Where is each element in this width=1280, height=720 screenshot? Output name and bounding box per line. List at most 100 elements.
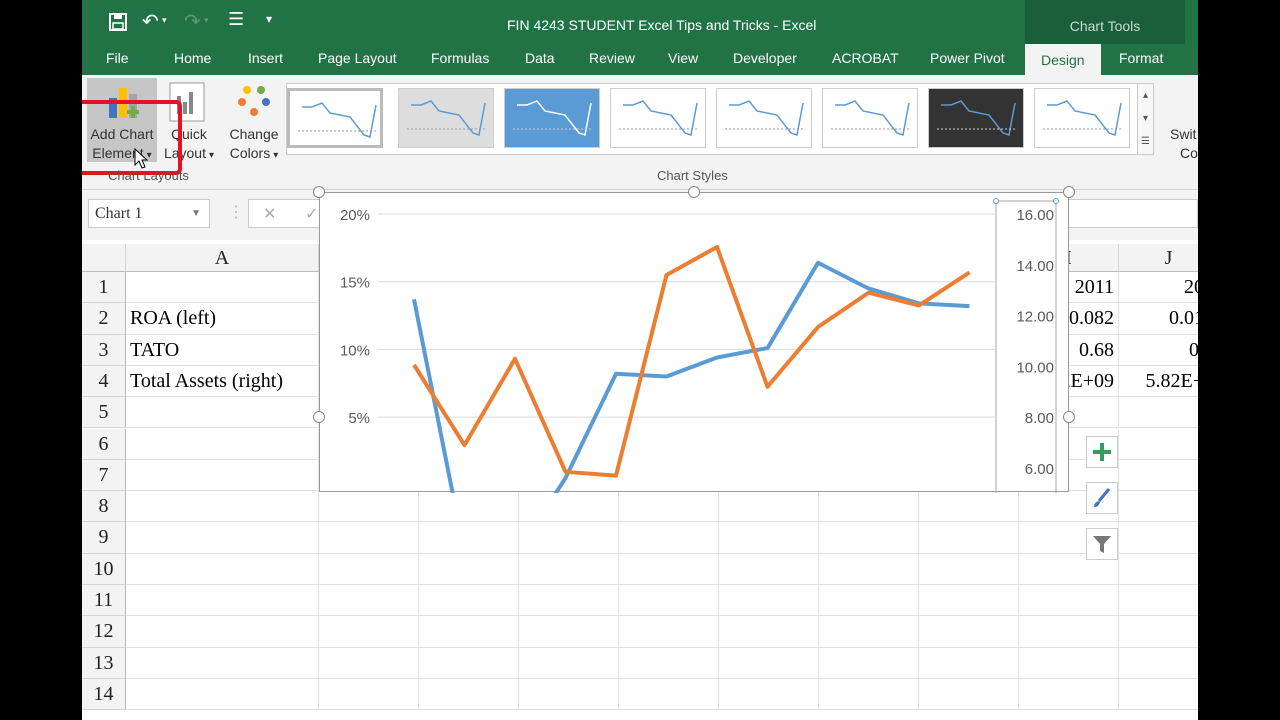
chevron-down-icon[interactable]: ▼	[191, 208, 201, 219]
cell-c12[interactable]	[419, 616, 519, 648]
cell-h13[interactable]	[919, 647, 1019, 679]
cell-a14[interactable]	[126, 678, 319, 711]
right-axis-selection[interactable]	[995, 200, 1057, 493]
row-header-3[interactable]: 3	[82, 334, 126, 366]
cell-f10[interactable]	[719, 553, 819, 585]
cell-a12[interactable]	[126, 616, 319, 648]
cell-g11[interactable]	[819, 585, 919, 617]
switch-row-column-button[interactable]: Swit Co	[1170, 125, 1198, 163]
cell-b13[interactable]	[319, 647, 419, 679]
cell-a4[interactable]: Total Assets (right)	[126, 365, 319, 398]
cell-e12[interactable]	[619, 616, 719, 648]
cell-h10[interactable]	[919, 553, 1019, 585]
cell-f9[interactable]	[719, 522, 819, 554]
tab-data[interactable]: Data	[525, 50, 555, 66]
resize-handle[interactable]	[313, 411, 325, 423]
gallery-up-icon[interactable]: ▴	[1142, 90, 1149, 101]
cell-g13[interactable]	[819, 647, 919, 679]
cell-a9[interactable]	[126, 522, 319, 554]
gallery-down-icon[interactable]: ▾	[1142, 113, 1149, 124]
gallery-more-icon[interactable]: ☰	[1141, 136, 1150, 147]
cell-a10[interactable]	[126, 553, 319, 585]
cell-f11[interactable]	[719, 585, 819, 617]
cell-a7[interactable]	[126, 459, 319, 492]
cell-f8[interactable]	[719, 491, 819, 523]
resize-handle[interactable]	[1063, 411, 1075, 423]
cell-j12[interactable]	[1119, 616, 1198, 648]
cell-c8[interactable]	[419, 491, 519, 523]
chart-styles-brush-button[interactable]	[1086, 482, 1118, 514]
redo-icon[interactable]: ↷	[184, 9, 201, 33]
cell-a11[interactable]	[126, 585, 319, 617]
resize-handle[interactable]	[688, 186, 700, 198]
cell-f12[interactable]	[719, 616, 819, 648]
undo-dropdown-icon[interactable]: ▾	[162, 16, 167, 26]
chart-style-thumbnail[interactable]	[610, 88, 706, 148]
row-header-8[interactable]: 8	[82, 491, 126, 523]
tab-file[interactable]: File	[106, 50, 129, 66]
cell-a6[interactable]	[126, 428, 319, 460]
tab-insert[interactable]: Insert	[248, 50, 284, 66]
tab-formulas[interactable]: Formulas	[431, 50, 490, 66]
cell-i5[interactable]	[1019, 397, 1119, 429]
cell-h8[interactable]	[919, 491, 1019, 523]
cell-d14[interactable]	[519, 678, 619, 711]
cell-e13[interactable]	[619, 647, 719, 679]
name-box[interactable]: Chart 1 ▼	[88, 199, 210, 228]
cell-j1[interactable]: 201	[1119, 272, 1198, 304]
cell-j6[interactable]	[1119, 429, 1198, 460]
row-header-7[interactable]: 7	[82, 459, 126, 492]
cell-j9[interactable]	[1119, 522, 1198, 554]
tab-page-layout[interactable]: Page Layout	[318, 50, 397, 66]
cell-j11[interactable]	[1119, 585, 1198, 617]
cell-d9[interactable]	[519, 522, 619, 554]
cell-e11[interactable]	[619, 585, 719, 617]
select-all-corner[interactable]	[82, 244, 126, 272]
cell-i3[interactable]: 0.68	[1019, 334, 1119, 366]
cell-c9[interactable]	[419, 522, 519, 554]
cell-j5[interactable]	[1119, 397, 1198, 429]
undo-icon[interactable]: ↶	[142, 9, 159, 33]
cell-c14[interactable]	[419, 678, 519, 711]
column-header-j[interactable]: J	[1119, 244, 1198, 272]
resize-handle[interactable]	[313, 186, 325, 198]
change-colors-button[interactable]: Change Colors ▾	[224, 78, 284, 162]
cell-i6[interactable]	[1019, 428, 1119, 460]
gallery-scroll[interactable]: ▴ ▾ ☰	[1137, 83, 1154, 155]
cancel-icon[interactable]: ✕	[263, 204, 277, 223]
customize-icon[interactable]: ▾	[266, 12, 273, 26]
series-line-2[interactable]	[412, 245, 971, 478]
tab-home[interactable]: Home	[174, 50, 212, 66]
redo-dropdown-icon[interactable]: ▾	[204, 16, 209, 26]
cell-h12[interactable]	[919, 616, 1019, 648]
splitter-icon[interactable]: ⋮	[228, 202, 244, 221]
row-header-14[interactable]: 14	[82, 678, 126, 711]
cell-b9[interactable]	[319, 522, 419, 554]
chart-style-thumbnail[interactable]	[928, 88, 1024, 148]
chart-style-thumbnail[interactable]	[287, 88, 383, 148]
cell-c13[interactable]	[419, 647, 519, 679]
chart[interactable]: 20% 15% 10% 5% 16.00 14.00 12.00 10.00 8.00 6.00	[313, 186, 1075, 493]
axis-handle[interactable]	[993, 198, 999, 204]
cell-d10[interactable]	[519, 553, 619, 585]
row-header-2[interactable]: 2	[82, 303, 126, 335]
chart-style-thumbnail[interactable]	[822, 88, 918, 148]
cell-i1[interactable]: 2011	[1019, 272, 1119, 304]
tab-developer[interactable]: Developer	[733, 50, 797, 66]
cell-g8[interactable]	[819, 491, 919, 523]
resize-handle[interactable]	[1063, 186, 1075, 198]
cell-a13[interactable]	[126, 647, 319, 679]
touch-mode-icon[interactable]: ☰	[228, 9, 245, 30]
cell-e9[interactable]	[619, 522, 719, 554]
cell-i13[interactable]	[1019, 647, 1119, 679]
cell-b8[interactable]	[319, 491, 419, 523]
row-header-1[interactable]: 1	[82, 272, 126, 304]
cell-b12[interactable]	[319, 616, 419, 648]
cell-g12[interactable]	[819, 616, 919, 648]
cell-i8[interactable]	[1019, 491, 1119, 523]
chart-style-thumbnail[interactable]	[504, 88, 600, 148]
chart-style-thumbnail[interactable]	[398, 88, 494, 148]
tab-view[interactable]: View	[668, 50, 699, 66]
tab-review[interactable]: Review	[589, 50, 635, 66]
tab-design[interactable]: Design	[1025, 44, 1101, 75]
